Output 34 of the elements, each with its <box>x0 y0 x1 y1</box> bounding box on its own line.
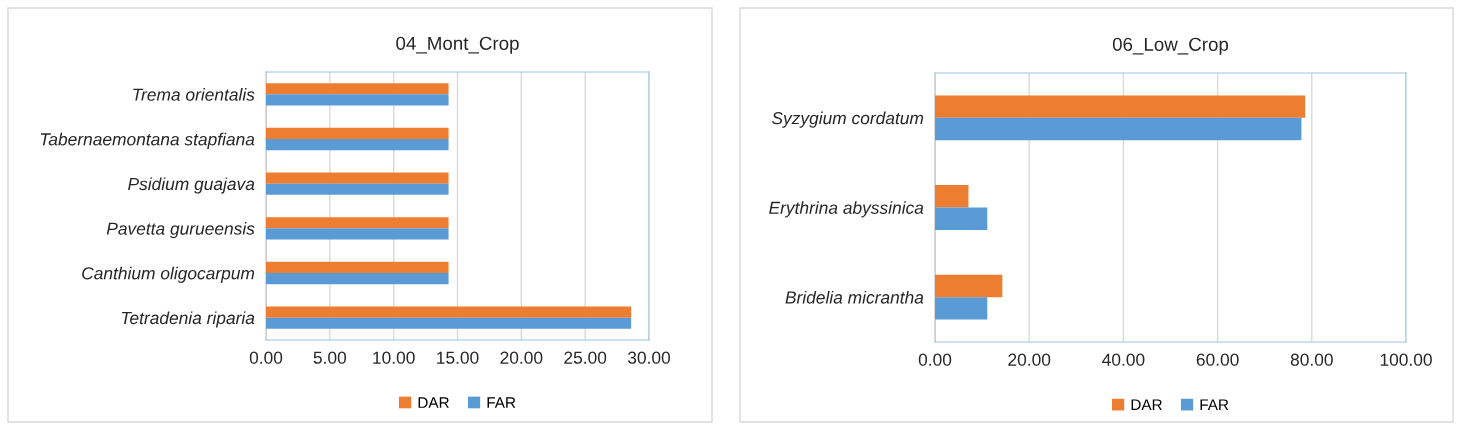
x-tick-label: 20.00 <box>1008 353 1051 366</box>
y-tick-label: Psidium guajava <box>128 177 255 194</box>
y-tick-label: Erythrina abyssinica <box>769 201 924 218</box>
x-tick-label: 20.00 <box>500 351 543 364</box>
legend-label: DAR <box>418 397 449 408</box>
bar <box>935 274 1003 298</box>
y-tick-label: Syzygium cordatum <box>771 111 924 128</box>
x-tick-label: 0.00 <box>918 353 952 366</box>
y-tick-label: Tabernaemontana stapfiana <box>40 132 255 149</box>
legend-label: DAR <box>1131 399 1162 410</box>
x-tick-label: 100.00 <box>1380 353 1432 366</box>
y-tick-label: Bridelia micrantha <box>785 290 924 304</box>
bar <box>935 207 988 230</box>
bar <box>935 297 988 320</box>
x-tick-label: 15.00 <box>437 351 479 364</box>
bar <box>935 95 1306 118</box>
x-tick-label: 10.00 <box>373 351 415 364</box>
x-tick-label: 30.00 <box>627 351 671 364</box>
chart-title: 06_Low_Crop <box>1112 37 1229 55</box>
bar <box>935 185 969 208</box>
x-tick-label: 40.00 <box>1102 353 1145 366</box>
x-tick-label: 25.00 <box>564 351 607 364</box>
x-tick-label: 80.00 <box>1290 353 1333 366</box>
y-tick-label: Tetradenia riparia <box>121 311 255 328</box>
legend-label: FAR <box>487 397 516 408</box>
legend-label: FAR <box>1200 399 1229 410</box>
chart-title: 04_Mont_Crop <box>396 36 519 54</box>
x-tick-label: 0.00 <box>249 351 283 364</box>
x-tick-label: 60.00 <box>1196 353 1239 366</box>
y-tick-label: Canthium oligocarpum <box>82 266 255 283</box>
x-tick-label: 5.00 <box>313 351 347 364</box>
bar <box>935 117 1302 141</box>
y-tick-label: Pavetta gurueensis <box>106 222 255 239</box>
y-tick-label: Trema orientalis <box>133 88 255 101</box>
